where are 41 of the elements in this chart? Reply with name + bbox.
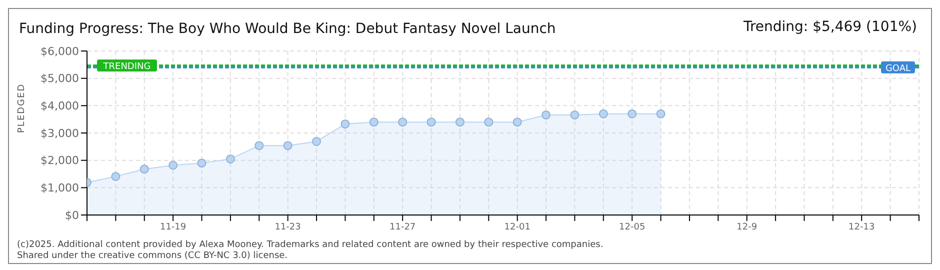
y-tick-label: $5,000 [40, 72, 79, 86]
point [598, 109, 608, 118]
chart-subtitle: Trending: $5,469 (101%) [743, 19, 917, 35]
ref-line-label: GOAL [885, 64, 911, 74]
y-tick-label: $2,000 [40, 154, 79, 168]
point [426, 118, 436, 127]
x-tick-label: 12-13 [848, 222, 875, 232]
point [111, 172, 120, 181]
x-tick-label: 11-19 [160, 222, 186, 232]
point [512, 118, 522, 127]
x-tick-label: 11-27 [390, 222, 416, 232]
point [398, 118, 408, 127]
point [312, 136, 322, 146]
point [254, 141, 264, 150]
point [484, 118, 494, 127]
point [656, 109, 666, 118]
ref-line-label: TRENDING [102, 62, 151, 72]
point [140, 164, 149, 174]
point [197, 158, 206, 168]
x-tick-label: 12-9 [736, 222, 758, 232]
point [283, 141, 292, 150]
y-tick-label: $3,000 [40, 126, 79, 140]
point [340, 119, 350, 128]
chart-title: Funding Progress: The Boy Who Would Be King: Debut Fantasy Novel Launch [19, 21, 556, 37]
point [455, 118, 464, 127]
point [628, 109, 637, 118]
text: (c)2025. Additional content provided by Alexa Mooney. Trademarks and related content are owned by their respective companies. [17, 240, 604, 251]
y-tick-label: $1,000 [40, 182, 79, 195]
point [570, 110, 580, 120]
text: Shared under the creative commons (CC BY-NC 3.0) license. [17, 251, 289, 262]
y-tick-label: $6,000 [40, 44, 79, 58]
y-tick-label: $0 [65, 208, 79, 222]
y-axis-title: PLEDGED [17, 83, 28, 133]
point [168, 160, 178, 170]
point [369, 118, 378, 127]
x-tick-label: 11-23 [274, 222, 301, 232]
y-tick-label: $4,000 [40, 100, 79, 113]
point [542, 110, 551, 120]
x-tick-label: 12-05 [619, 222, 646, 232]
point [226, 154, 235, 164]
x-tick-label: 12-01 [504, 222, 530, 232]
